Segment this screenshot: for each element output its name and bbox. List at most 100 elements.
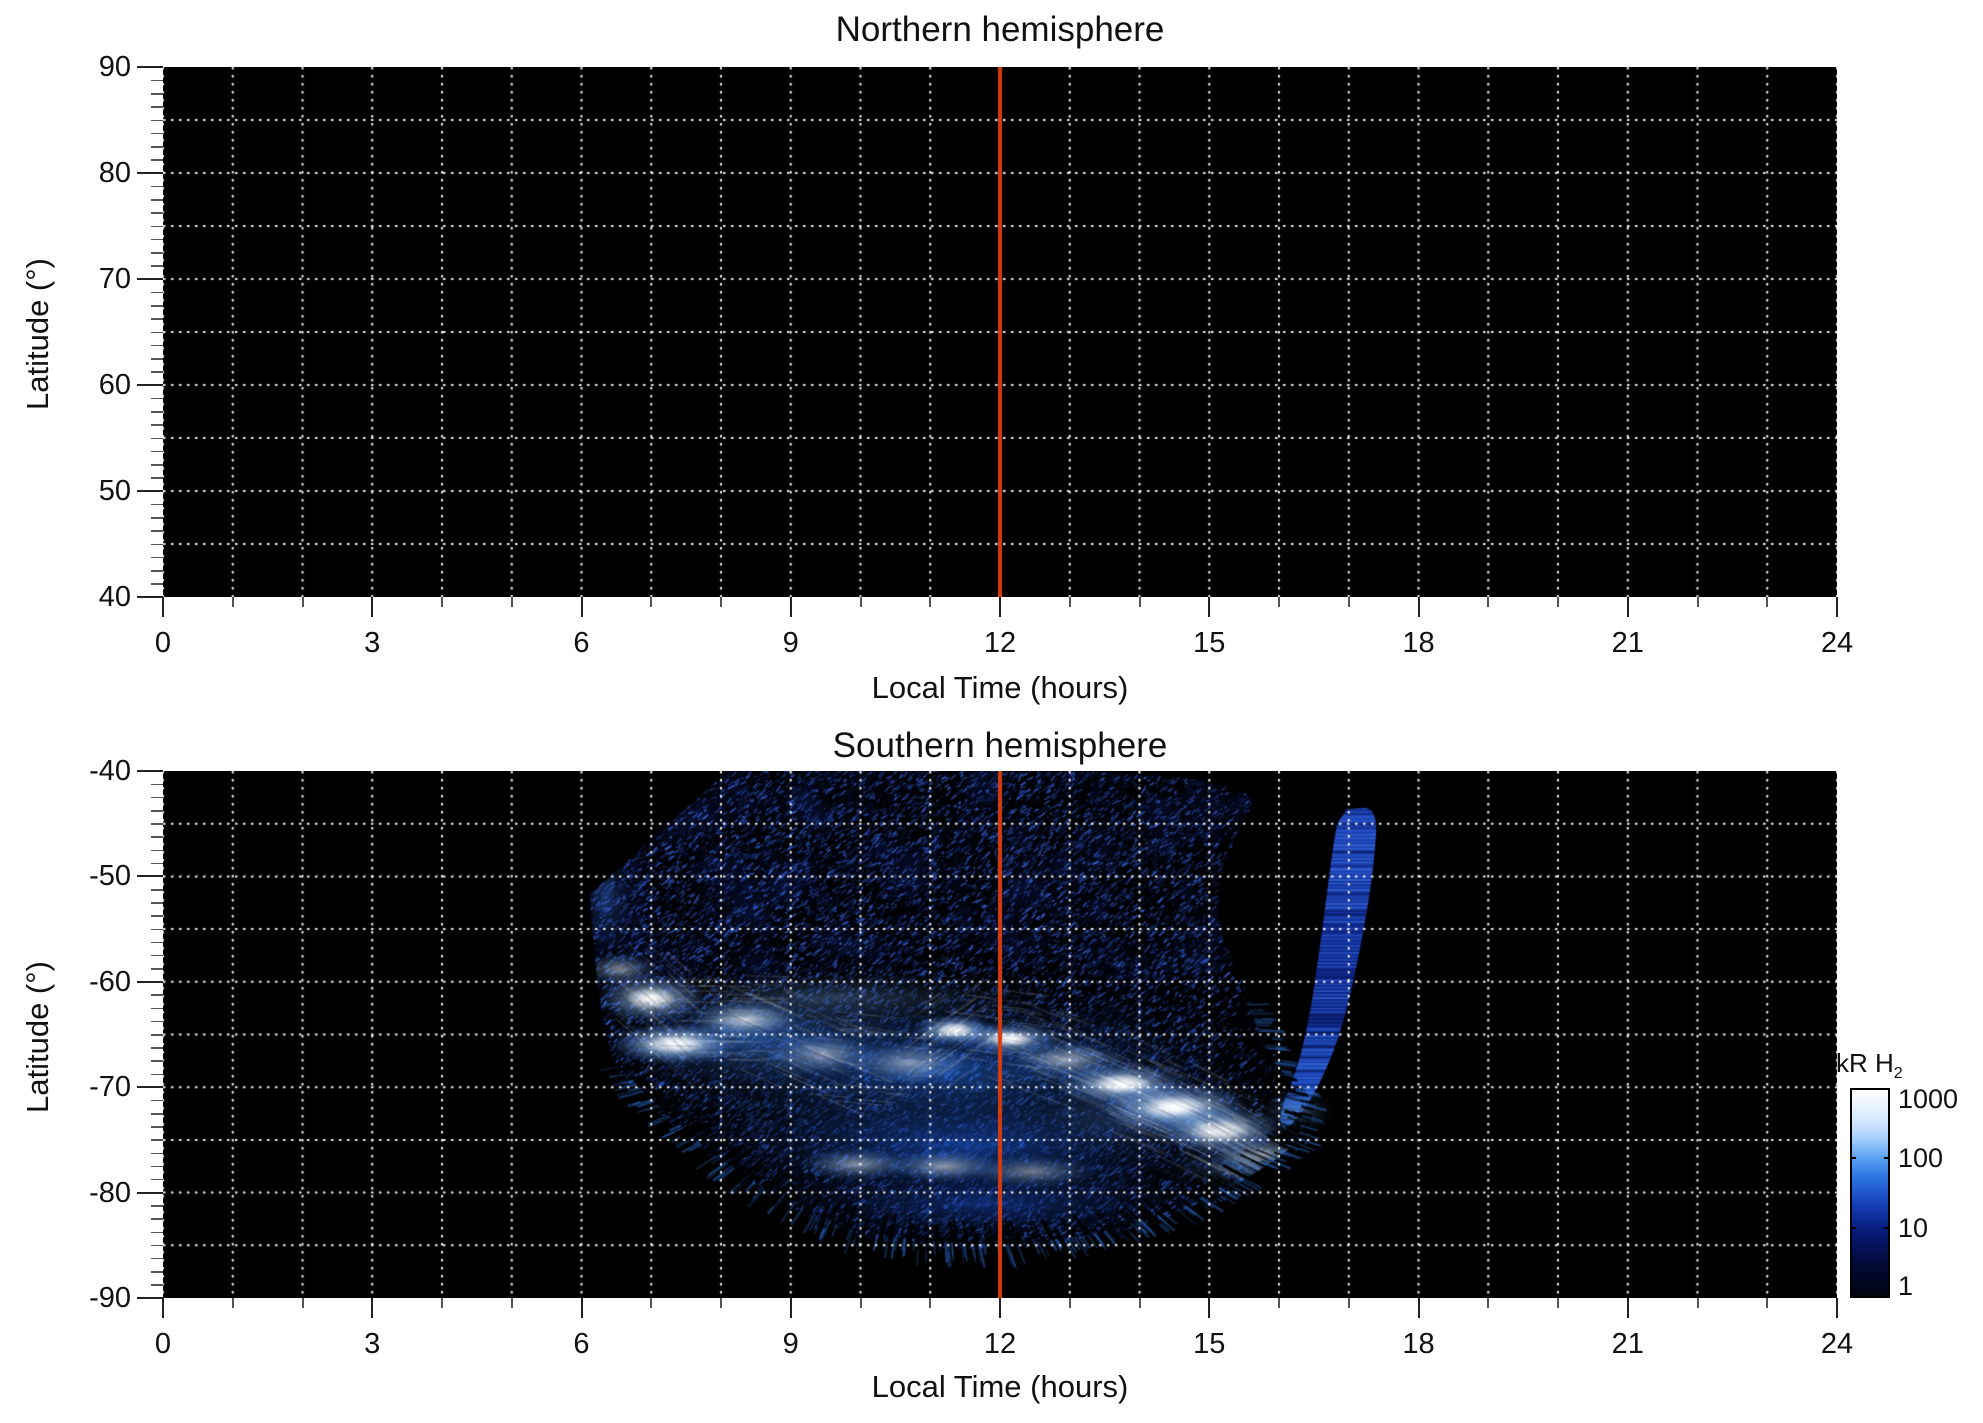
y-tick-label: -50 [89,860,131,893]
y-minor-tick [151,1073,163,1076]
x-tick-label: 6 [573,627,590,659]
y-minor-tick [151,517,163,519]
x-minor-tick [1766,597,1769,607]
y-minor-tick [151,796,163,799]
x-tick-label: 21 [1611,627,1644,659]
x-major-tick [1417,597,1420,617]
y-minor-tick [151,941,163,944]
x-minor-tick [510,597,513,607]
y-minor-tick [151,450,163,453]
y-minor-tick [151,783,163,786]
x-minor-tick [929,1298,932,1308]
x-major-tick [999,597,1001,617]
y-minor-tick [151,1218,163,1220]
y-minor-tick [151,849,163,852]
x-major-tick [1208,597,1211,617]
x-minor-tick [1557,597,1559,607]
x-major-tick [1417,1298,1420,1318]
y-minor-tick [151,556,163,559]
y-minor-tick [151,331,163,333]
y-minor-tick [151,146,163,148]
y-minor-tick [151,823,163,825]
x-minor-tick [720,597,722,607]
y-minor-tick [151,1257,163,1260]
colorbar-tick [1884,1227,1890,1229]
y-minor-tick [151,1205,163,1207]
x-minor-tick [1766,1298,1769,1308]
y-minor-tick [151,132,163,135]
x-tick-label: 3 [364,1328,381,1360]
y-minor-tick [151,902,163,904]
x-minor-tick [1347,597,1350,607]
colorbar-tick [1850,1157,1856,1159]
y-minor-tick [151,503,163,506]
y-minor-tick [151,477,163,479]
y-minor-tick [151,291,163,294]
x-tick-label: 24 [1820,627,1854,659]
y-minor-tick [151,252,163,254]
x-tick-label: 24 [1820,1328,1854,1360]
x-minor-tick [231,1298,234,1308]
y-minor-tick [151,79,163,82]
x-minor-tick [1068,597,1071,607]
y-minor-tick [151,1152,163,1155]
y-tick-label: -60 [89,965,131,998]
y-minor-tick [151,185,163,188]
x-minor-tick [301,597,304,607]
y-major-tick [137,1297,163,1299]
x-tick-label: 15 [1193,1328,1226,1360]
y-minor-tick [151,915,163,917]
y-tick-label: 90 [98,51,131,83]
x-major-tick [999,1298,1001,1318]
x-minor-tick [441,597,443,607]
x-minor-tick [441,1298,443,1308]
south-x-axis-title: Local Time (hours) [871,1369,1129,1404]
x-minor-tick [650,1298,653,1308]
y-minor-tick [151,968,163,970]
y-minor-tick [151,1244,163,1247]
y-minor-tick [151,1231,163,1234]
x-major-tick [580,597,583,617]
y-minor-tick [151,889,163,891]
y-tick-label: -90 [89,1282,131,1314]
colorbar-tick-label: 1000 [1898,1084,1959,1114]
y-minor-tick [151,1099,163,1102]
x-major-tick [162,1298,164,1318]
x-major-tick [1208,1298,1211,1318]
x-tick-label: 3 [364,627,381,659]
y-tick-label: 40 [98,581,131,613]
y-tick-label: -40 [89,755,131,787]
x-major-tick [371,1298,374,1318]
y-minor-tick [151,583,163,585]
y-major-tick [137,172,163,174]
y-tick-label: -70 [89,1071,131,1104]
y-minor-tick [151,928,163,931]
x-major-tick [1626,597,1629,617]
y-minor-tick [151,570,163,572]
x-major-tick [1836,1298,1838,1318]
north-x-axis-title: Local Time (hours) [871,670,1129,705]
y-minor-tick [151,530,163,532]
x-tick-label: 18 [1402,627,1435,659]
y-major-tick [137,490,163,492]
y-minor-tick [151,119,163,121]
y-tick-label: 80 [98,157,131,189]
y-major-tick [137,596,163,598]
y-major-tick [137,1086,163,1089]
x-tick-label: 0 [154,1328,172,1360]
x-tick-label: 12 [983,627,1017,659]
y-minor-tick [151,265,163,267]
y-minor-tick [151,397,163,400]
x-tick-label: 12 [983,1328,1017,1360]
y-minor-tick [151,1165,163,1168]
y-minor-tick [151,1020,163,1023]
x-minor-tick [929,597,932,607]
y-major-tick [137,1191,163,1194]
colorbar-tick-label: 100 [1898,1143,1944,1173]
north-panel-canvas [163,67,1837,597]
y-minor-tick [151,994,163,996]
y-tick-label: 70 [98,263,131,295]
y-major-tick [137,384,163,386]
y-minor-tick [151,464,163,466]
colorbar-tick [1884,1157,1890,1159]
